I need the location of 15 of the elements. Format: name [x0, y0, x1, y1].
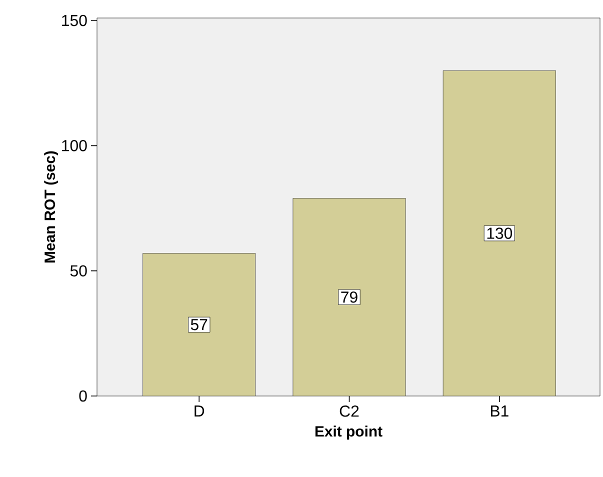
data-label: 79: [341, 291, 358, 303]
x-tick-label: B1: [490, 406, 508, 416]
y-axis-title: Mean ROT (sec): [44, 151, 58, 262]
y-tick-label: 50: [70, 265, 87, 276]
data-label: 57: [190, 319, 208, 330]
x-axis-title: Exit point: [315, 426, 382, 440]
x-tick-label: D: [194, 406, 204, 416]
bar: [292, 198, 406, 396]
y-tick-label: 100: [62, 140, 87, 152]
bar: [142, 253, 256, 396]
bar: [442, 70, 556, 396]
data-label: 130: [487, 228, 512, 239]
y-tick-label: 0: [79, 390, 87, 402]
x-tick-label: C2: [340, 406, 359, 417]
y-tick-label: 150: [62, 14, 87, 26]
